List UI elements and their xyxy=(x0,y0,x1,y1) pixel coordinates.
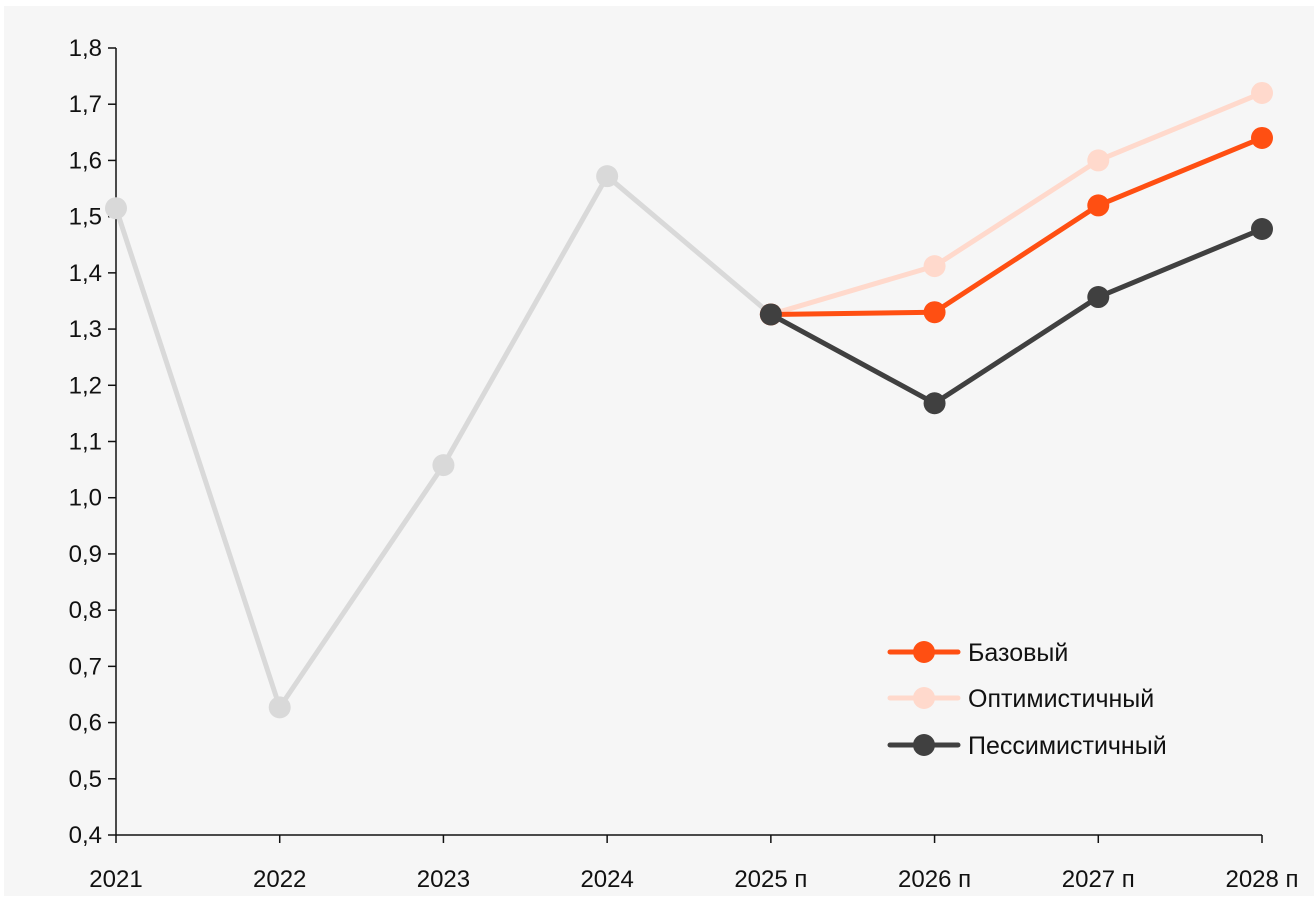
data-point xyxy=(923,301,946,324)
data-point xyxy=(1087,149,1110,172)
x-tick-label: 2026 п xyxy=(898,866,971,893)
series-layer xyxy=(105,81,1273,719)
x-tick-label: 2025 п xyxy=(734,866,807,893)
data-point xyxy=(1251,81,1273,104)
x-tick-label: 2028 п xyxy=(1225,866,1298,893)
axes: 0,4 0,5 0,6 0,7 0,8 0,9 1,0 1,1 1,2 1,3 1,4 1,5 1,6 1… xyxy=(69,35,1299,893)
legend-marker xyxy=(913,641,935,663)
data-point xyxy=(1087,286,1110,309)
y-tick-label: 1,1 xyxy=(69,429,102,456)
series-Пессимистичный xyxy=(759,218,1273,415)
data-point xyxy=(268,696,291,719)
data-point xyxy=(1087,194,1110,217)
y-tick-label: 1,8 xyxy=(69,35,102,62)
x-tick-label: 2023 xyxy=(417,866,470,893)
legend-marker xyxy=(913,687,935,709)
data-point xyxy=(923,392,946,415)
y-tick-label: 0,5 xyxy=(69,766,102,793)
legend-marker xyxy=(913,734,935,756)
legend-label: Пессимистичный xyxy=(968,732,1167,760)
x-tick-label: 2027 п xyxy=(1062,866,1135,893)
series-line xyxy=(768,226,1265,406)
series-line xyxy=(768,90,1265,317)
series-line xyxy=(113,173,774,710)
data-point xyxy=(1251,126,1273,149)
legend-item: Базовый xyxy=(887,639,1068,667)
legend-item: Оптимистичный xyxy=(887,685,1154,713)
y-tick-label: 1,2 xyxy=(69,372,102,399)
y-tick-label: 0,6 xyxy=(69,710,102,737)
legend: Базовый Оптимистичный Пессимистичный xyxy=(887,639,1167,760)
data-point xyxy=(596,165,619,188)
legend-label: Оптимистичный xyxy=(968,685,1154,713)
data-point xyxy=(432,454,455,477)
y-tick-label: 1,6 xyxy=(69,147,102,174)
x-tick-label: 2021 xyxy=(89,866,142,893)
data-point xyxy=(1251,218,1273,241)
y-tick-label: 0,4 xyxy=(69,822,102,849)
x-tick-label: 2022 xyxy=(253,866,306,893)
x-tick-label: 2024 xyxy=(580,866,633,893)
y-tick-label: 0,8 xyxy=(69,597,102,624)
data-point xyxy=(923,255,946,278)
data-point xyxy=(105,197,127,220)
y-tick-label: 1,0 xyxy=(69,485,102,512)
y-tick-label: 1,4 xyxy=(69,260,102,287)
y-tick-label: 0,7 xyxy=(69,653,102,680)
legend-label: Базовый xyxy=(968,639,1068,667)
legend-item: Пессимистичный xyxy=(887,732,1167,760)
y-tick-label: 1,3 xyxy=(69,316,102,343)
series-Оптимистичный xyxy=(759,81,1273,326)
series-line xyxy=(768,135,1265,317)
y-tick-label: 0,9 xyxy=(69,541,102,568)
y-tick-label: 1,5 xyxy=(69,204,102,231)
y-tick-label: 1,7 xyxy=(69,91,102,118)
series-history xyxy=(105,165,782,719)
data-point xyxy=(759,303,782,326)
